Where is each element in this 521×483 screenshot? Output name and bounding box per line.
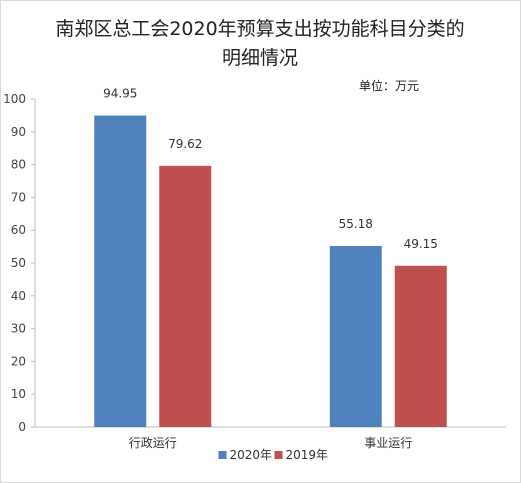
y-tick-label: 40 xyxy=(11,289,26,303)
bar xyxy=(94,115,147,428)
legend-swatch xyxy=(218,451,227,459)
bar xyxy=(159,165,212,427)
y-tick-label: 80 xyxy=(11,158,26,172)
y-tick-label: 20 xyxy=(11,354,26,368)
chart-title-line-2: 明细情况 xyxy=(222,47,298,69)
category-labels-group: 行政运行 事业运行 xyxy=(129,436,413,450)
unit-label: 单位：万元 xyxy=(359,78,419,93)
data-labels-group: 94.95 79.62 55.18 49.15 xyxy=(103,87,438,251)
y-tick-label: 0 xyxy=(18,420,26,434)
y-tick-label: 70 xyxy=(11,190,26,204)
y-tick-label: 10 xyxy=(11,387,26,401)
legend-label: 2020年 xyxy=(230,448,273,462)
category-label: 行政运行 xyxy=(129,436,177,450)
legend-swatch xyxy=(274,451,283,459)
data-label: 49.15 xyxy=(404,237,438,251)
bar xyxy=(329,246,382,427)
y-tick-label: 30 xyxy=(11,322,26,336)
y-tick-label: 50 xyxy=(11,256,26,270)
bars-group xyxy=(94,115,447,428)
y-tick-label: 90 xyxy=(11,125,26,139)
y-axis-ticks: 0 10 20 30 40 50 60 70 80 90 100 xyxy=(3,92,35,434)
y-tick-label: 60 xyxy=(11,223,26,237)
legend-label: 2019年 xyxy=(286,448,329,462)
category-label: 事业运行 xyxy=(364,436,412,450)
chart-title-line-1: 南郑区总工会2020年预算支出按功能科目分类的 xyxy=(55,18,464,40)
data-label: 79.62 xyxy=(168,137,202,151)
legend: 2020年 2019年 xyxy=(218,448,329,462)
data-label: 55.18 xyxy=(339,217,373,231)
bar xyxy=(394,265,447,427)
y-tick-label: 100 xyxy=(3,92,26,106)
data-label: 94.95 xyxy=(103,87,137,101)
